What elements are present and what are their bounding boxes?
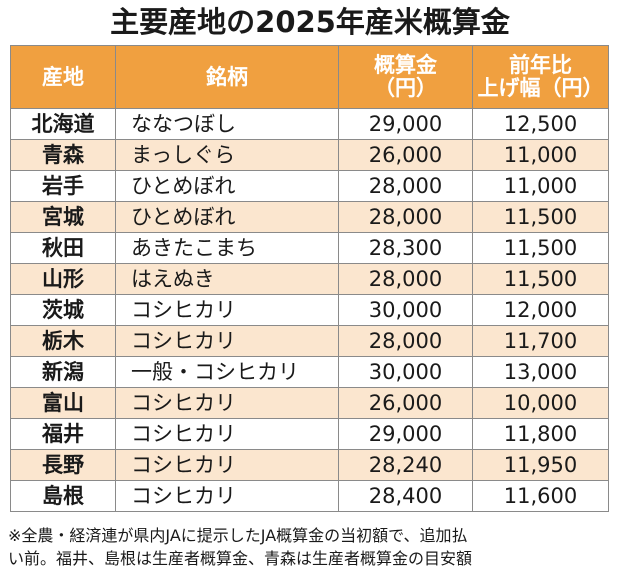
cell-region: 茨城 — [10, 294, 116, 326]
cell-price: 30,000 — [338, 356, 473, 388]
header-price-line1: 概算金 — [374, 53, 437, 77]
cell-brand: ひとめぼれ — [115, 170, 339, 202]
cell-rise: 11,700 — [472, 325, 609, 357]
table-row: 福井 コシヒカリ 29,000 11,800 — [10, 418, 609, 450]
cell-price: 28,400 — [338, 480, 473, 512]
table-row: 山形 はえぬき 28,000 11,500 — [10, 263, 609, 295]
cell-brand: はえぬき — [115, 263, 339, 295]
table-row: 新潟 一般・コシヒカリ 30,000 13,000 — [10, 356, 609, 388]
cell-region: 富山 — [10, 387, 116, 419]
cell-brand: コシヒカリ — [115, 449, 339, 481]
header-rise-line1: 前年比 — [509, 53, 572, 77]
cell-price: 28,000 — [338, 201, 473, 233]
footnote: ※全農・経済連が県内JAに提示したJA概算金の当初額で、追加払 い前。福井、島根… — [8, 524, 612, 570]
cell-rise: 11,000 — [472, 139, 609, 171]
cell-brand: ひとめぼれ — [115, 201, 339, 233]
cell-rise: 11,800 — [472, 418, 609, 450]
table-row: 茨城 コシヒカリ 30,000 12,000 — [10, 294, 609, 326]
table-row: 青森 まっしぐら 26,000 11,000 — [10, 139, 609, 171]
table-row: 富山 コシヒカリ 26,000 10,000 — [10, 387, 609, 419]
table-row: 宮城 ひとめぼれ 28,000 11,500 — [10, 201, 609, 233]
header-region: 産地 — [10, 45, 116, 109]
cell-price: 28,000 — [338, 325, 473, 357]
cell-price: 26,000 — [338, 139, 473, 171]
cell-region: 山形 — [10, 263, 116, 295]
cell-price: 26,000 — [338, 387, 473, 419]
table-body: 北海道 ななつぼし 29,000 12,500 青森 まっしぐら 26,000 11,000 岩… — [10, 108, 609, 512]
header-price-line2: （円） — [374, 76, 437, 100]
footnote-line1: ※全農・経済連が県内JAに提示したJA概算金の当初額で、追加払 — [8, 526, 468, 545]
cell-region: 栃木 — [10, 325, 116, 357]
cell-region: 青森 — [10, 139, 116, 171]
table-row: 島根 コシヒカリ 28,400 11,600 — [10, 480, 609, 512]
header-price: 概算金 （円） — [338, 45, 473, 109]
cell-region: 宮城 — [10, 201, 116, 233]
cell-region: 岩手 — [10, 170, 116, 202]
cell-region: 福井 — [10, 418, 116, 450]
cell-rise: 12,000 — [472, 294, 609, 326]
table-row: 岩手 ひとめぼれ 28,000 11,000 — [10, 170, 609, 202]
page-title: 主要産地の2025年産米概算金 — [110, 5, 510, 39]
table-row: 栃木 コシヒカリ 28,000 11,700 — [10, 325, 609, 357]
cell-rise: 11,950 — [472, 449, 609, 481]
header-rise-line2: 上げ幅（円） — [477, 76, 604, 100]
cell-brand: あきたこまち — [115, 232, 339, 264]
cell-price: 30,000 — [338, 294, 473, 326]
cell-rise: 12,500 — [472, 108, 609, 140]
cell-rise: 13,000 — [472, 356, 609, 388]
cell-rise: 11,500 — [472, 232, 609, 264]
cell-brand: コシヒカリ — [115, 418, 339, 450]
footnote-line2: い前。福井、島根は生産者概算金、青森は生産者概算金の目安額 — [8, 549, 473, 568]
cell-rise: 11,500 — [472, 201, 609, 233]
cell-brand: コシヒカリ — [115, 294, 339, 326]
cell-rise: 10,000 — [472, 387, 609, 419]
cell-price: 28,240 — [338, 449, 473, 481]
cell-rise: 11,500 — [472, 263, 609, 295]
table-row: 秋田 あきたこまち 28,300 11,500 — [10, 232, 609, 264]
cell-brand: コシヒカリ — [115, 480, 339, 512]
cell-region: 秋田 — [10, 232, 116, 264]
table-row: 北海道 ななつぼし 29,000 12,500 — [10, 108, 609, 140]
cell-price: 28,000 — [338, 170, 473, 202]
cell-price: 29,000 — [338, 418, 473, 450]
header-rise: 前年比 上げ幅（円） — [472, 45, 609, 109]
header-brand: 銘柄 — [115, 45, 339, 109]
cell-brand: コシヒカリ — [115, 387, 339, 419]
cell-region: 島根 — [10, 480, 116, 512]
cell-brand: まっしぐら — [115, 139, 339, 171]
table-row: 長野 コシヒカリ 28,240 11,950 — [10, 449, 609, 481]
cell-rise: 11,000 — [472, 170, 609, 202]
cell-price: 29,000 — [338, 108, 473, 140]
table-header-row: 産地 銘柄 概算金 （円） 前年比 上げ幅（円） — [10, 45, 609, 109]
cell-region: 北海道 — [10, 108, 116, 140]
cell-region: 新潟 — [10, 356, 116, 388]
cell-brand: 一般・コシヒカリ — [115, 356, 339, 388]
cell-brand: コシヒカリ — [115, 325, 339, 357]
cell-region: 長野 — [10, 449, 116, 481]
cell-brand: ななつぼし — [115, 108, 339, 140]
rice-price-table: 産地 銘柄 概算金 （円） 前年比 上げ幅（円） 北海道 ななつぼし 29,000 1… — [10, 45, 609, 512]
cell-price: 28,000 — [338, 263, 473, 295]
cell-price: 28,300 — [338, 232, 473, 264]
cell-rise: 11,600 — [472, 480, 609, 512]
